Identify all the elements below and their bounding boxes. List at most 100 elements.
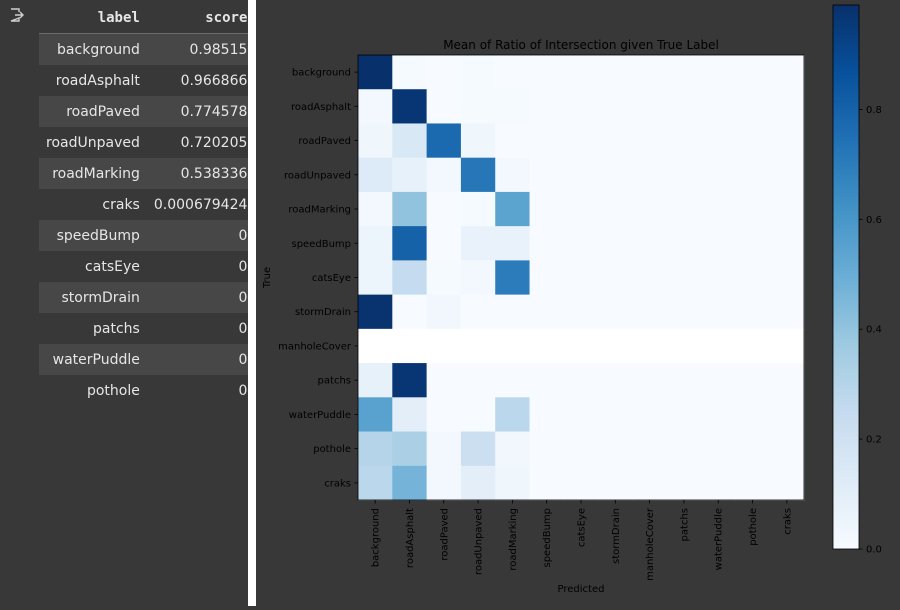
- heatmap-cell: [495, 55, 531, 90]
- heatmap-cell: [769, 191, 805, 227]
- heatmap-cell: [666, 226, 702, 261]
- heatmap-cell: [495, 157, 531, 193]
- heatmap-cell: [460, 465, 496, 501]
- heatmap-cell: [598, 465, 634, 501]
- row-score: 0.98515: [146, 33, 255, 65]
- row-score: 0: [146, 220, 255, 251]
- y-tick-label: roadMarking: [288, 205, 351, 216]
- y-axis-label: True: [262, 267, 273, 289]
- row-score: 0: [238, 320, 248, 337]
- row-label: craks: [102, 196, 140, 213]
- row-score: 0.720205: [180, 134, 248, 151]
- heatmap-cell: [529, 465, 565, 501]
- heatmap-cell: [735, 55, 771, 90]
- heatmap-cell: [529, 431, 565, 467]
- heatmap-cell: [529, 89, 565, 125]
- heatmap-cell: [701, 226, 736, 261]
- x-tick-label: roadMarking: [508, 508, 519, 571]
- heatmap-cell: [495, 226, 531, 261]
- heatmap-cell: [701, 431, 736, 467]
- x-tick-label: catsEye: [577, 508, 588, 547]
- row-label: stormDrain: [39, 282, 147, 313]
- row-score: 0.538336: [146, 158, 255, 189]
- heatmap-cell: [495, 89, 531, 125]
- heatmap-cell: [358, 226, 393, 261]
- heatmap-cell: [735, 465, 771, 501]
- heatmap-cell: [358, 191, 393, 227]
- heatmap-cell: [666, 89, 702, 125]
- table-row: waterPuddle 0: [39, 344, 255, 375]
- y-tick-label: waterPuddle: [289, 410, 351, 421]
- heatmap-cell: [358, 328, 393, 364]
- heatmap-cell: [701, 123, 736, 159]
- heatmap-cell: [392, 294, 428, 330]
- heatmap-cell: [529, 55, 565, 90]
- x-tick-label: craks: [782, 508, 793, 535]
- row-label: background: [39, 33, 147, 65]
- heatmap-cell: [392, 191, 428, 227]
- heatmap-cell: [632, 465, 668, 501]
- heatmap-cell: [666, 431, 702, 467]
- heatmap-cell: [358, 397, 393, 433]
- row-label: roadMarking: [39, 158, 147, 189]
- heatmap-cell: [701, 157, 736, 193]
- heatmap-cell: [495, 431, 531, 467]
- row-label: waterPuddle: [39, 344, 147, 375]
- row-label: roadUnpaved: [46, 134, 140, 151]
- heatmap-cell: [529, 397, 565, 433]
- heatmap-cell: [563, 363, 599, 398]
- heatmap-cell: [769, 55, 805, 90]
- row-score: 0: [238, 258, 248, 275]
- heatmap-cell: [495, 260, 531, 296]
- table-row: roadMarking 0.538336: [39, 158, 255, 189]
- y-tick-label: roadAsphalt: [291, 102, 351, 113]
- heatmap-cell: [426, 397, 462, 433]
- heatmap-cell: [666, 328, 702, 364]
- heatmap-cell: [735, 328, 771, 364]
- row-label: roadAsphalt: [55, 72, 140, 89]
- heatmap-cell: [666, 123, 702, 159]
- heatmap-cell: [666, 465, 702, 501]
- heatmap-cell: [563, 226, 599, 261]
- heatmap-cell: [666, 55, 702, 90]
- heatmap-cell: [769, 226, 805, 261]
- heatmap-cell: [598, 89, 634, 125]
- table-row: speedBump 0: [39, 220, 255, 251]
- panel-divider[interactable]: [248, 0, 256, 606]
- row-label: roadPaved: [39, 96, 147, 127]
- row-label: catsEye: [85, 258, 140, 275]
- heatmap-cell: [563, 328, 599, 364]
- heatmap-cell: [495, 123, 531, 159]
- heatmap-cell: [460, 89, 496, 125]
- y-tick-label: roadUnpaved: [284, 170, 351, 181]
- heatmap-cell: [460, 55, 496, 90]
- heatmap-cell: [563, 431, 599, 467]
- x-tick-label: speedBump: [542, 508, 553, 568]
- heatmap-cell: [529, 328, 565, 364]
- heatmap-cell: [460, 294, 496, 330]
- heatmap-cell: [529, 123, 565, 159]
- output-cell-icon[interactable]: [8, 7, 24, 23]
- table-row: catsEye 0: [39, 251, 254, 282]
- heatmap-cell: [392, 89, 428, 125]
- heatmap-cell: [563, 260, 599, 296]
- heatmap-cell: [598, 191, 634, 227]
- heatmap-cell: [495, 363, 531, 398]
- heatmap-cell: [735, 123, 771, 159]
- heatmap-cell: [632, 397, 668, 433]
- colorbar-tick-label: 0.4: [866, 325, 882, 336]
- heatmap-cell: [598, 328, 634, 364]
- heatmap-cell: [563, 191, 599, 227]
- x-tick-label: roadAsphalt: [405, 508, 416, 568]
- colorbar-tick-label: 0.8: [866, 105, 882, 116]
- heatmap-cell: [495, 191, 531, 227]
- heatmap-cell: [358, 431, 393, 467]
- heatmap-cell: [598, 226, 634, 261]
- heatmap-cell: [529, 226, 565, 261]
- y-tick-label: patchs: [318, 376, 351, 387]
- heatmap-cell: [358, 465, 393, 501]
- heatmap-cell: [632, 260, 668, 296]
- heatmap-cell: [701, 89, 736, 125]
- row-score: 0.774578: [146, 96, 255, 127]
- heatmap-cell: [735, 260, 771, 296]
